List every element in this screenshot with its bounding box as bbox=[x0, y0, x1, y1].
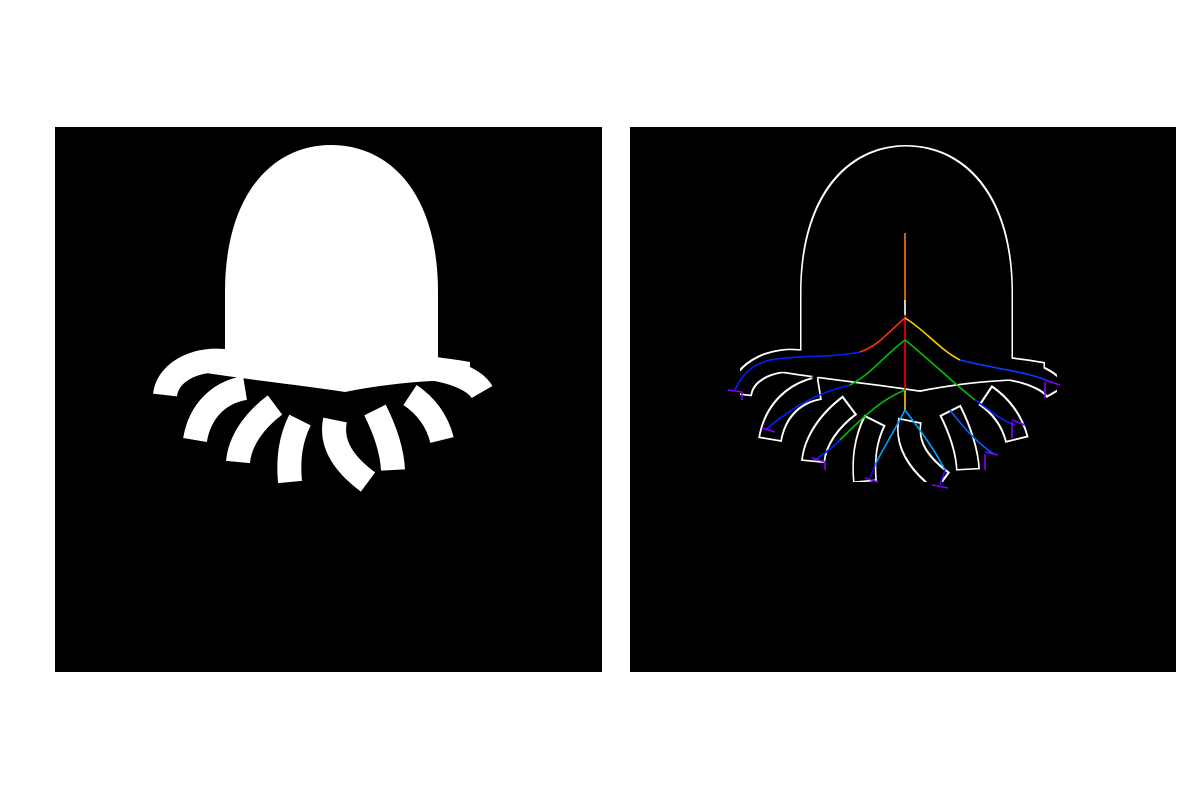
skeleton bbox=[727, 233, 1061, 489]
